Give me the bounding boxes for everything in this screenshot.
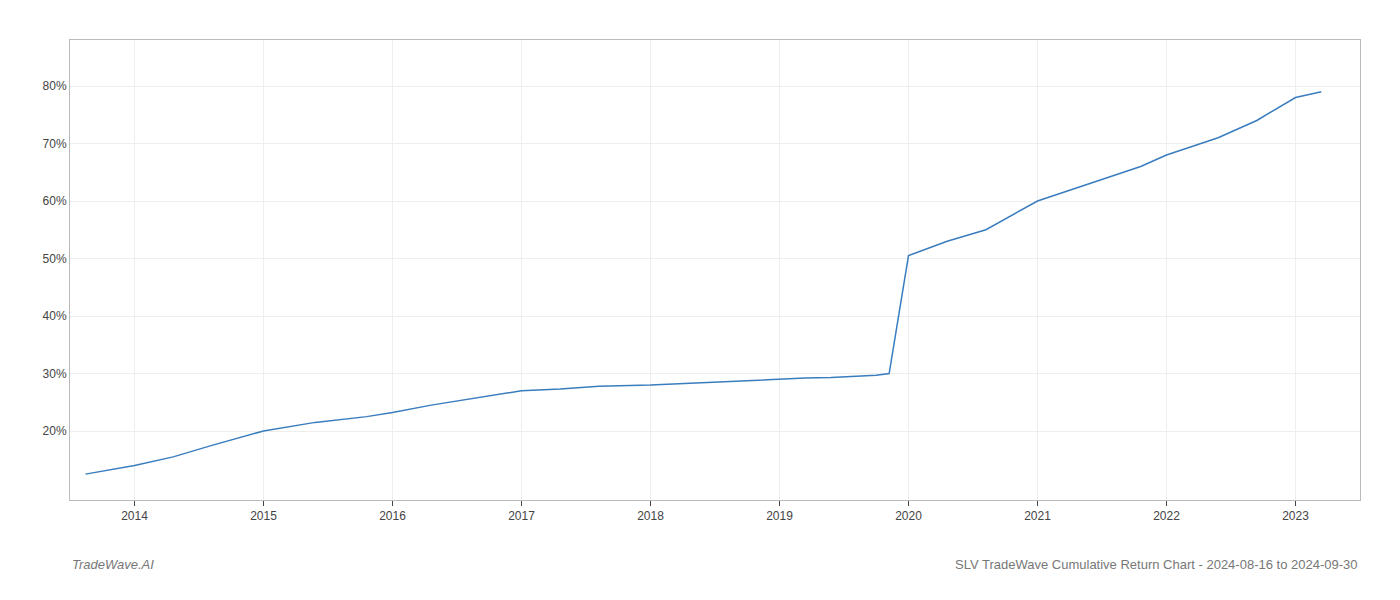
- svg-text:20%: 20%: [43, 424, 67, 438]
- svg-text:2017: 2017: [508, 509, 535, 523]
- svg-text:2016: 2016: [379, 509, 406, 523]
- svg-text:2018: 2018: [637, 509, 664, 523]
- svg-text:2015: 2015: [250, 509, 277, 523]
- svg-text:60%: 60%: [43, 194, 67, 208]
- svg-text:2019: 2019: [766, 509, 793, 523]
- svg-text:40%: 40%: [43, 309, 67, 323]
- svg-text:2020: 2020: [895, 509, 922, 523]
- svg-text:SLV TradeWave Cumulative Retur: SLV TradeWave Cumulative Return Chart - …: [955, 557, 1358, 572]
- svg-text:TradeWave.AI: TradeWave.AI: [72, 557, 154, 572]
- svg-text:2014: 2014: [121, 509, 148, 523]
- svg-text:30%: 30%: [43, 367, 67, 381]
- svg-text:70%: 70%: [43, 137, 67, 151]
- svg-text:2022: 2022: [1153, 509, 1180, 523]
- svg-text:50%: 50%: [43, 252, 67, 266]
- svg-text:80%: 80%: [43, 79, 67, 93]
- svg-text:2021: 2021: [1024, 509, 1051, 523]
- svg-text:2023: 2023: [1282, 509, 1309, 523]
